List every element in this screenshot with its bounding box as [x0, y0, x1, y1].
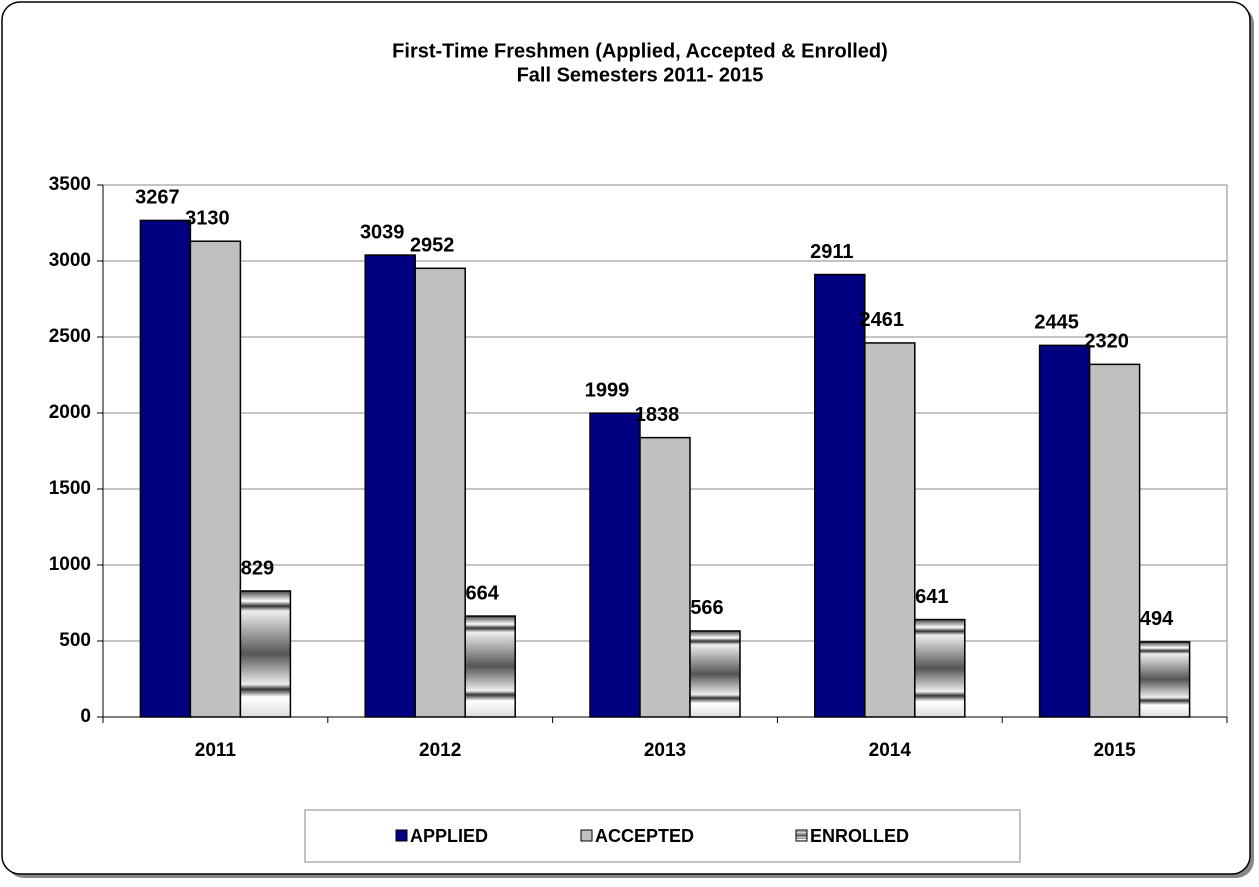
bar: [1038, 344, 1091, 718]
y-tick-label: 3000: [49, 250, 91, 271]
chart-subtitle: Fall Semesters 2011- 2015: [517, 64, 764, 86]
bar: [414, 267, 466, 718]
data-label: 3130: [185, 208, 230, 230]
bar: [464, 615, 516, 718]
legend-label: ACCEPTED: [595, 826, 694, 846]
legend-box: [304, 809, 1021, 863]
data-label: 1838: [635, 404, 680, 426]
y-tick-label: 500: [59, 630, 91, 651]
data-label: 3267: [135, 187, 180, 209]
bar: [364, 254, 416, 718]
y-tick-label: 3500: [49, 174, 91, 195]
bar: [914, 618, 966, 718]
bar: [239, 590, 292, 718]
bar: [189, 240, 242, 718]
data-label: 641: [915, 586, 948, 608]
legend-swatch: [580, 829, 593, 842]
x-tick-label: 2014: [869, 740, 912, 761]
bar: [139, 219, 192, 718]
data-label: 2952: [410, 235, 455, 257]
x-tick-label: 2012: [419, 740, 461, 761]
bar: [639, 436, 691, 718]
bar: [1138, 641, 1191, 718]
x-tick-label: 2011: [195, 740, 237, 761]
data-label: 566: [690, 597, 723, 619]
y-tick-label: 1000: [49, 554, 91, 575]
y-tick-label: 0: [80, 706, 91, 727]
y-tick-label: 2000: [49, 402, 91, 423]
bar: [1088, 363, 1141, 718]
legend-swatch: [795, 829, 808, 842]
data-label: 2320: [1084, 331, 1129, 353]
legend-label: APPLIED: [410, 826, 488, 846]
data-label: 3039: [360, 221, 405, 243]
bar: [689, 630, 741, 718]
legend-label: ENROLLED: [810, 826, 909, 846]
x-tick-label: 2015: [1093, 740, 1136, 761]
data-label: 1999: [585, 379, 630, 401]
data-label: 2461: [860, 309, 905, 331]
bar: [589, 412, 641, 718]
data-label: 664: [466, 582, 500, 604]
data-label: 2445: [1034, 312, 1079, 334]
chart-title: First-Time Freshmen (Applied, Accepted &…: [392, 40, 888, 62]
x-tick-label: 2013: [644, 740, 686, 761]
y-tick-label: 1500: [49, 478, 91, 499]
bar: [814, 273, 866, 718]
data-label: 494: [1140, 608, 1174, 630]
y-tick-label: 2500: [49, 326, 91, 347]
data-label: 829: [241, 557, 274, 579]
bar: [864, 342, 916, 718]
legend-swatch: [395, 829, 408, 842]
data-label: 2911: [810, 241, 853, 263]
